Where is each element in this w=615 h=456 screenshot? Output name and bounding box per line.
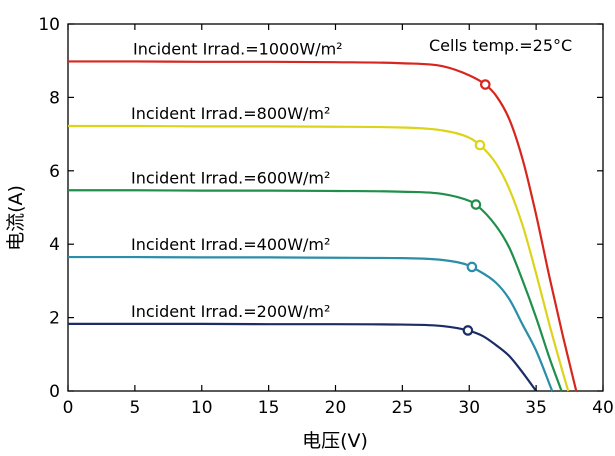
y-tick-label: 2 [49,309,60,329]
x-tick-label: 0 [63,398,74,418]
series-curve [68,60,578,392]
x-tick-label: 15 [258,398,280,418]
series-curve [68,189,563,392]
x-tick-label: 10 [191,398,213,418]
series-labels: Incident Irrad.=1000W/m² Incident Irrad.=… [131,39,343,320]
series-curve [68,322,538,392]
y-tick-label: 8 [49,88,60,108]
x-tick-label: 5 [129,398,140,418]
y-tick-label: 6 [49,162,60,182]
series-curves [67,60,578,392]
series-label: Incident Irrad.=400W/m² [131,235,330,254]
max-power-point-marker [479,79,491,90]
max-power-point-marker [466,261,478,273]
y-tick-label: 0 [49,382,60,402]
axes: 0 5 10 15 20 25 30 35 40 0 2 4 6 8 10 [38,15,613,418]
x-tick-label: 40 [592,398,614,418]
max-power-point-marker [470,199,482,210]
series-label: Incident Irrad.=200W/m² [131,302,330,321]
y-axis-title: 电流(A) [5,185,27,251]
series-curve [68,124,570,392]
x-tick-label: 30 [458,398,480,418]
y-tick-label: 10 [38,15,60,35]
plot-frame [67,23,604,392]
series-label: Incident Irrad.=600W/m² [131,168,330,187]
series-label: Incident Irrad.=800W/m² [131,104,330,123]
series-curve [67,255,554,392]
max-power-point-marker [474,139,486,151]
x-axis-title: 电压(V) [302,430,368,452]
max-power-point-marker [462,325,474,336]
y-tick-label: 4 [49,235,60,255]
x-tick-label: 35 [525,398,547,418]
x-tick-label: 25 [392,398,414,418]
series-label: Incident Irrad.=1000W/m² [133,39,343,58]
plot-area [67,23,604,392]
x-tick-label: 20 [325,398,347,418]
annotation-cells-temp: Cells temp.=25°C [429,36,572,55]
